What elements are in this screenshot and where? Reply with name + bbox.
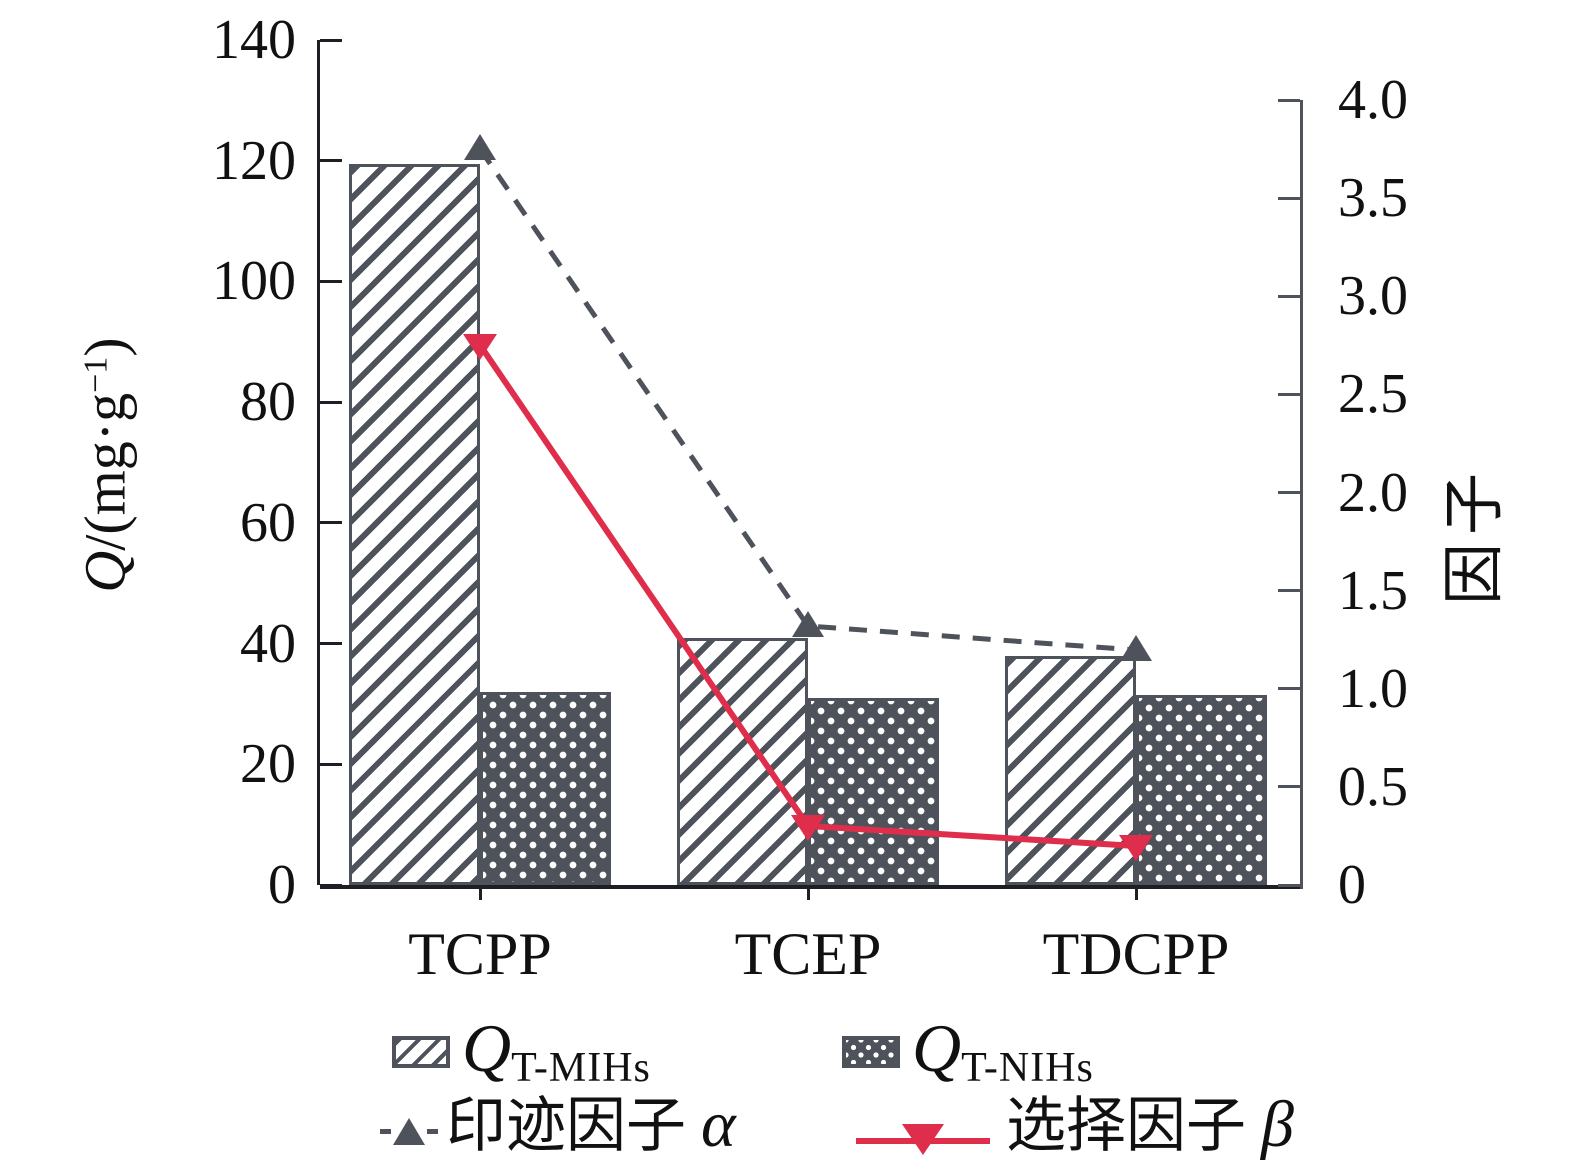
- alpha-symbol: α: [701, 1088, 736, 1161]
- right-axis-tick: [1278, 883, 1300, 887]
- right-axis-tick-label: 1.5: [1338, 559, 1408, 622]
- triangle-down-marker: [791, 815, 825, 841]
- left-axis-tick: [320, 521, 342, 525]
- bar-nihs-tcep: [808, 697, 939, 885]
- left-axis-tick: [320, 400, 342, 404]
- legend-text-cjk: 选择因子: [1006, 1093, 1261, 1159]
- right-axis-line: [1300, 100, 1303, 889]
- bar-nihs-tcpp: [480, 691, 611, 885]
- x-axis-tick: [1134, 889, 1138, 900]
- right-axis-tick: [1278, 392, 1300, 396]
- left-axis-tick-label: 60: [240, 491, 296, 554]
- triangle-up-marker: [792, 611, 824, 637]
- left-axis-tick-label: 0: [268, 854, 296, 916]
- right-axis-tick-label: 2.5: [1338, 363, 1408, 426]
- right-axis-tick: [1278, 687, 1300, 691]
- beta-symbol: β: [1261, 1088, 1294, 1161]
- left-axis-tick: [320, 38, 342, 42]
- x-tick-label-tdcpp: TDCPP: [1042, 921, 1230, 987]
- x-tick-label-tcep: TCEP: [734, 921, 882, 987]
- right-axis-tick-label: 4.0: [1338, 69, 1408, 131]
- x-axis-line: [320, 885, 1303, 889]
- legend-label-q-t-mihs: QT-MIHs: [462, 1008, 651, 1091]
- legend-q-subscript: T-MIHs: [511, 1045, 651, 1091]
- x-tick-label-tcpp: TCPP: [408, 921, 552, 987]
- right-axis-tick-label: 3.5: [1338, 167, 1408, 230]
- right-axis-tick: [1278, 589, 1300, 593]
- x-axis-tick: [806, 889, 810, 900]
- bar-nihs-tdcpp: [1136, 694, 1267, 885]
- left-axis-tick-label: 120: [212, 129, 296, 192]
- beta-line: [477, 343, 1137, 849]
- legend-label-imprinting-factor: 印迹因子 α: [446, 1092, 736, 1160]
- legend-text-cjk: 印迹因子: [446, 1093, 701, 1159]
- left-axis-line: [317, 40, 320, 885]
- left-axis-tick: [320, 159, 342, 163]
- triangle-down-icon: [902, 1124, 944, 1155]
- legend-marker-beta: [856, 1122, 990, 1158]
- left-axis-tick-label: 140: [212, 9, 296, 71]
- dash-icon: [380, 1128, 391, 1134]
- right-axis-tick-label: 1.0: [1338, 657, 1408, 720]
- right-axis-tick: [1278, 785, 1300, 789]
- triangle-up-marker: [1120, 635, 1152, 661]
- triangle-up-marker: [464, 134, 496, 160]
- left-axis-tick-label: 100: [212, 250, 296, 313]
- right-axis-tick: [1278, 98, 1300, 102]
- triangle-down-marker: [463, 334, 497, 360]
- legend-marker-alpha: [378, 1114, 440, 1148]
- legend-q-symbol: Q: [462, 1010, 512, 1086]
- right-axis-tick: [1278, 491, 1300, 494]
- alpha-line: [477, 147, 1137, 653]
- left-axis-tick: [320, 642, 342, 646]
- legend-q-symbol: Q: [912, 1010, 962, 1086]
- right-axis-tick-label: 2.0: [1338, 461, 1408, 524]
- right-axis-tick-label: 0.5: [1338, 755, 1408, 818]
- legend-label-q-t-nihs: QT-NIHs: [912, 1008, 1094, 1091]
- right-axis-tick: [1278, 196, 1300, 200]
- legend-label-selectivity-factor: 选择因子 β: [1006, 1092, 1294, 1160]
- right-axis-tick-label: 3.0: [1338, 265, 1408, 328]
- left-axis-tick-label: 20: [240, 733, 296, 796]
- right-axis-tick: [1278, 294, 1300, 298]
- left-axis-tick: [320, 883, 342, 887]
- triangle-up-icon: [393, 1117, 425, 1145]
- left-axis-tick: [320, 279, 342, 283]
- left-axis-tick: [320, 762, 342, 766]
- bar-mihs-tcpp: [349, 163, 480, 885]
- dash-icon: [427, 1128, 438, 1134]
- legend-q-subscript: T-NIHs: [961, 1045, 1094, 1091]
- x-axis-tick: [478, 889, 482, 900]
- legend-swatch-hatch-icon: [392, 1036, 450, 1068]
- triangle-down-marker: [1119, 835, 1153, 861]
- legend-swatch-dots-icon: [842, 1036, 900, 1068]
- left-axis-tick-label: 40: [240, 612, 296, 675]
- left-axis-tick-label: 80: [240, 371, 296, 434]
- right-axis-tick-label: 0: [1338, 854, 1366, 916]
- bar-mihs-tcep: [677, 637, 808, 885]
